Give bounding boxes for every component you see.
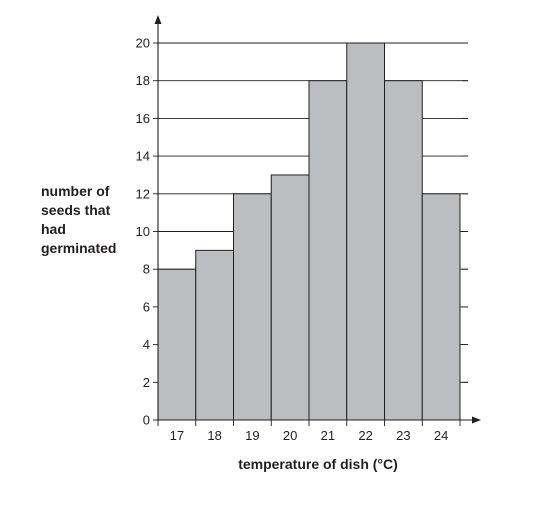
x-axis-label: temperature of dish (°C)	[238, 456, 398, 472]
y-tick-label-18: 18	[136, 73, 150, 88]
y-axis-label-line-4: germinated	[41, 240, 117, 256]
y-axis-arrow	[154, 15, 162, 24]
y-axis-label-line-2: seeds that	[41, 202, 111, 218]
x-tick-label-17: 17	[170, 428, 184, 443]
bar-21	[308, 80, 348, 421]
bar-22	[346, 42, 385, 421]
x-tick-label-24: 24	[434, 428, 448, 443]
x-tick-labels: 17 18 19 20 21 22 23 24	[170, 428, 449, 443]
y-tick-label-4: 4	[143, 337, 150, 352]
bar-24	[421, 193, 461, 421]
x-tick-label-23: 23	[396, 428, 410, 443]
x-tick-label-19: 19	[245, 428, 259, 443]
x-tick-label-21: 21	[321, 428, 335, 443]
y-tick-label-6: 6	[143, 299, 150, 314]
y-axis-label-line-1: number of	[41, 183, 110, 199]
y-tick-label-2: 2	[143, 375, 150, 390]
y-tick-label-20: 20	[136, 36, 150, 51]
y-tick-label-8: 8	[143, 262, 150, 277]
x-tick-label-22: 22	[358, 428, 372, 443]
y-tick-label-14: 14	[136, 149, 150, 164]
x-tick-label-20: 20	[283, 428, 297, 443]
axes	[153, 15, 481, 426]
y-axis-label-line-3: had	[41, 221, 66, 237]
x-axis-arrow	[472, 416, 481, 424]
bar-23	[384, 80, 423, 421]
y-tick-label-16: 16	[136, 111, 150, 126]
bar-20	[270, 174, 310, 421]
y-tick-label-10: 10	[136, 224, 150, 239]
bar-19	[233, 193, 272, 421]
y-tick-label-0: 0	[143, 413, 150, 428]
bar-17	[157, 268, 197, 421]
x-tick-label-18: 18	[207, 428, 221, 443]
y-tick-label-12: 12	[136, 186, 150, 201]
bar-18	[195, 249, 234, 421]
y-tick-labels: 0 2 4 6 8 10 12 14 16 18 20	[136, 36, 150, 428]
